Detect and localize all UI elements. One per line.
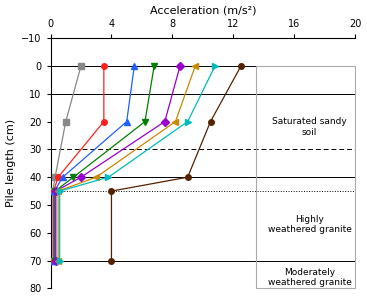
X-axis label: Acceleration (m/s²): Acceleration (m/s²) <box>150 6 256 16</box>
Text: Saturated sandy
soil: Saturated sandy soil <box>272 117 347 137</box>
Y-axis label: Pile length (cm): Pile length (cm) <box>6 119 15 207</box>
Text: Highly
weathered granite: Highly weathered granite <box>268 215 352 234</box>
Bar <box>256 66 355 288</box>
Text: Moderately
weathered granite: Moderately weathered granite <box>268 268 352 287</box>
